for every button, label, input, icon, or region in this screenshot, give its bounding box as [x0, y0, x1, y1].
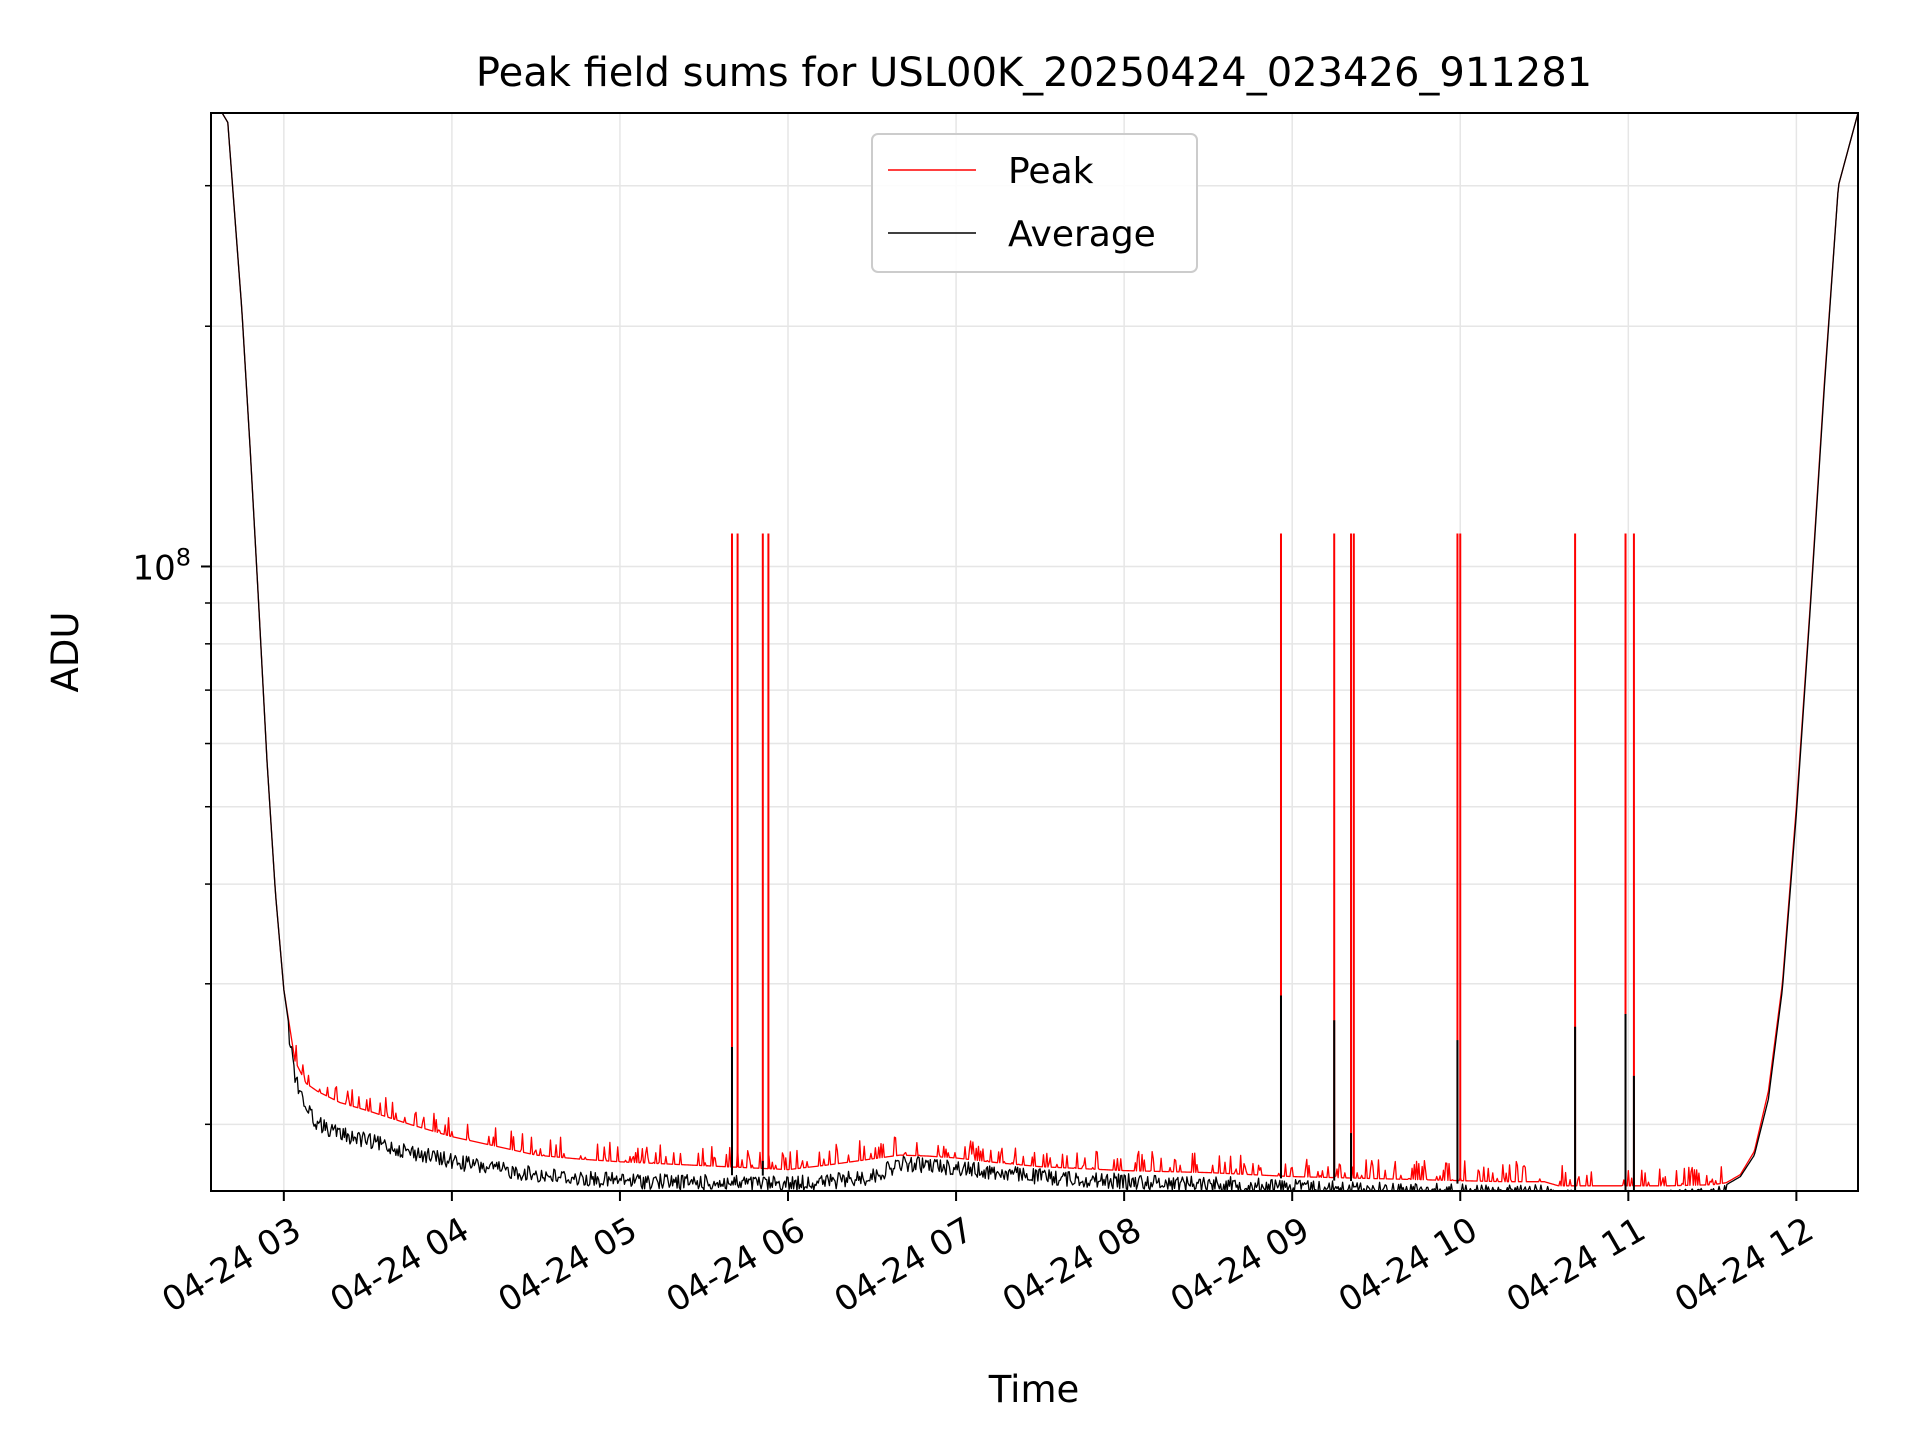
x-axis-label: Time: [988, 1368, 1080, 1411]
legend-average-label: Average: [1008, 214, 1156, 255]
legend-peak-label: Peak: [1008, 151, 1094, 192]
series-line-peak: [211, 112, 1859, 1187]
grid-lines: [211, 113, 1858, 1191]
y-tick-label: 108: [132, 543, 191, 588]
chart-title: Peak field sums for USL00K_20250424_0234…: [476, 50, 1592, 96]
legend-box: [871, 133, 1198, 273]
y-axis-label: ADU: [44, 612, 87, 693]
legend: Peak Average: [871, 133, 1198, 273]
plot-frame: [210, 112, 1859, 1192]
